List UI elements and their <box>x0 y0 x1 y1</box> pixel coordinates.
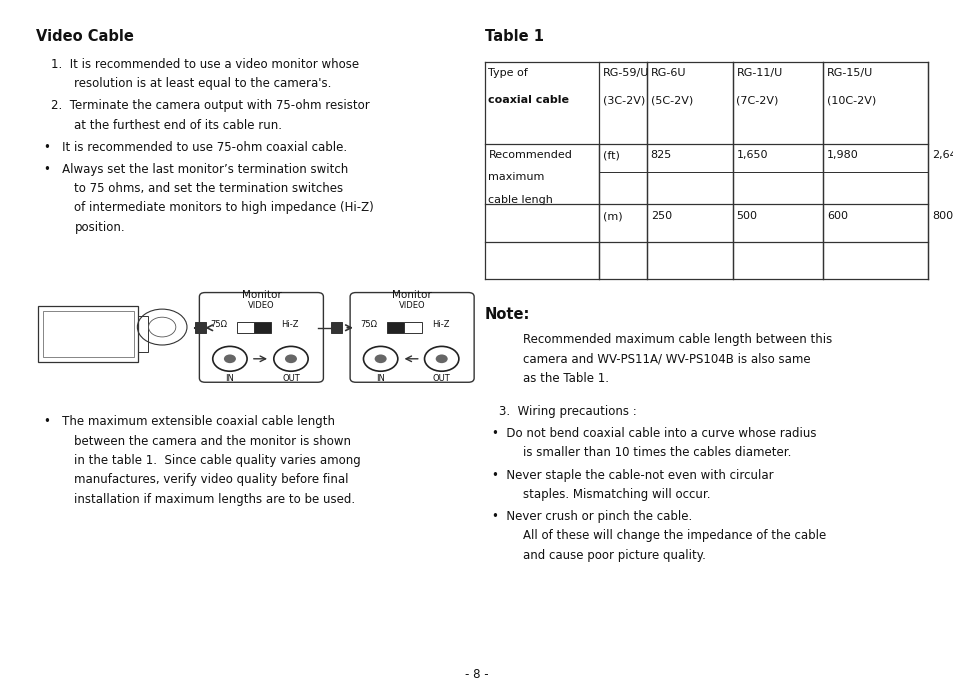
Text: at the furthest end of its cable run.: at the furthest end of its cable run. <box>74 119 282 132</box>
Bar <box>236 322 253 333</box>
Text: VIDEO: VIDEO <box>398 301 425 310</box>
Text: Hi-Z: Hi-Z <box>432 320 449 329</box>
Text: •  Do not bend coaxial cable into a curve whose radius: • Do not bend coaxial cable into a curve… <box>492 427 816 440</box>
Text: to 75 ohms, and set the termination switches: to 75 ohms, and set the termination swit… <box>74 182 343 195</box>
Text: 1,980: 1,980 <box>826 150 858 160</box>
Text: in the table 1.  Since cable quality varies among: in the table 1. Since cable quality vari… <box>74 454 361 467</box>
Circle shape <box>436 355 447 363</box>
Text: 500: 500 <box>736 211 757 221</box>
Text: Monitor: Monitor <box>241 290 281 299</box>
Circle shape <box>224 355 235 363</box>
Text: (m): (m) <box>602 211 622 221</box>
Text: •  Never crush or pinch the cable.: • Never crush or pinch the cable. <box>492 510 692 523</box>
Text: maximum: maximum <box>488 172 544 182</box>
Text: Hi-Z: Hi-Z <box>281 320 298 329</box>
Text: of intermediate monitors to high impedance (Hi-Z): of intermediate monitors to high impedan… <box>74 201 374 215</box>
Text: OUT: OUT <box>282 374 299 383</box>
Bar <box>387 322 404 333</box>
Text: Type of: Type of <box>488 68 528 77</box>
Text: staples. Mismatching will occur.: staples. Mismatching will occur. <box>522 488 710 501</box>
Text: OUT: OUT <box>433 374 450 383</box>
Text: between the camera and the monitor is shown: between the camera and the monitor is sh… <box>74 435 351 448</box>
Text: installation if maximum lengths are to be used.: installation if maximum lengths are to b… <box>74 493 355 506</box>
Text: Table 1: Table 1 <box>484 29 543 44</box>
Text: (5C-2V): (5C-2V) <box>650 95 692 105</box>
Text: RG-11/U: RG-11/U <box>736 68 781 77</box>
Text: 75Ω: 75Ω <box>210 320 227 329</box>
Text: (10C-2V): (10C-2V) <box>826 95 876 105</box>
Text: resolution is at least equal to the camera's.: resolution is at least equal to the came… <box>74 77 332 90</box>
Text: coaxial cable: coaxial cable <box>488 95 569 105</box>
Text: 2.  Terminate the camera output with 75-ohm resistor: 2. Terminate the camera output with 75-o… <box>51 99 369 112</box>
Text: Recommended maximum cable length between this: Recommended maximum cable length between… <box>522 333 831 346</box>
Text: •  Never staple the cable-not even with circular: • Never staple the cable-not even with c… <box>492 469 773 482</box>
Text: 600: 600 <box>826 211 847 221</box>
Text: •   The maximum extensible coaxial cable length: • The maximum extensible coaxial cable l… <box>44 415 335 428</box>
Text: VIDEO: VIDEO <box>248 301 274 310</box>
Circle shape <box>375 355 386 363</box>
Text: 250: 250 <box>650 211 671 221</box>
Text: and cause poor picture quality.: and cause poor picture quality. <box>522 549 705 562</box>
Text: (ft): (ft) <box>602 150 619 160</box>
Text: Recommended: Recommended <box>488 150 572 160</box>
Text: 3.  Wiring precautions :: 3. Wiring precautions : <box>498 405 636 418</box>
Text: •   It is recommended to use 75-ohm coaxial cable.: • It is recommended to use 75-ohm coaxia… <box>44 141 347 154</box>
Text: RG-15/U: RG-15/U <box>826 68 872 77</box>
Text: cable lengh: cable lengh <box>488 195 553 204</box>
Text: 1.  It is recommended to use a video monitor whose: 1. It is recommended to use a video moni… <box>51 58 358 71</box>
Text: All of these will change the impedance of the cable: All of these will change the impedance o… <box>522 529 825 542</box>
Text: 2,640: 2,640 <box>931 150 953 160</box>
Text: camera and WV-PS11A/ WV-PS104B is also same: camera and WV-PS11A/ WV-PS104B is also s… <box>522 353 809 366</box>
Text: RG-59/U: RG-59/U <box>602 68 649 77</box>
Text: is smaller than 10 times the cables diameter.: is smaller than 10 times the cables diam… <box>522 446 790 460</box>
Bar <box>331 322 342 333</box>
Text: IN: IN <box>225 374 234 383</box>
Bar <box>253 322 271 333</box>
Text: Monitor: Monitor <box>392 290 432 299</box>
Text: 75Ω: 75Ω <box>360 320 377 329</box>
Text: 1,650: 1,650 <box>736 150 767 160</box>
Bar <box>404 322 421 333</box>
Text: IN: IN <box>375 374 385 383</box>
Text: Video Cable: Video Cable <box>36 29 134 44</box>
Text: 825: 825 <box>650 150 671 160</box>
Text: 800: 800 <box>931 211 952 221</box>
Text: position.: position. <box>74 221 125 234</box>
Text: - 8 -: - 8 - <box>465 669 488 681</box>
Text: (7C-2V): (7C-2V) <box>736 95 778 105</box>
Bar <box>194 322 206 333</box>
Text: Note:: Note: <box>484 307 530 322</box>
Text: •   Always set the last monitor’s termination switch: • Always set the last monitor’s terminat… <box>44 163 348 176</box>
Circle shape <box>285 355 296 363</box>
Text: (3C-2V): (3C-2V) <box>602 95 644 105</box>
Text: manufactures, verify video quality before final: manufactures, verify video quality befor… <box>74 473 349 486</box>
Text: as the Table 1.: as the Table 1. <box>522 372 608 385</box>
Text: RG-6U: RG-6U <box>650 68 685 77</box>
